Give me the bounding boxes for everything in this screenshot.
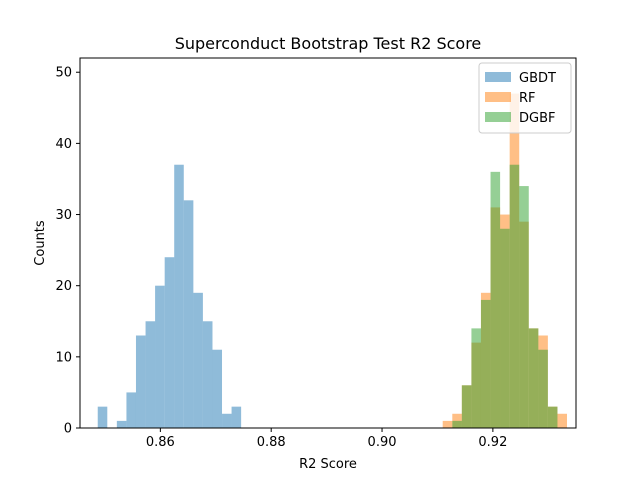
x-tick-label: 0.88	[257, 435, 286, 450]
gbdt-bar	[231, 406, 242, 428]
gbdt-bar	[145, 321, 156, 428]
y-tick-label: 10	[55, 350, 72, 365]
gbdt-bar	[174, 164, 184, 428]
gbdt-bar	[222, 413, 232, 428]
bars-group	[97, 93, 567, 429]
y-tick-label: 0	[64, 422, 72, 437]
gbdt-bar	[183, 200, 194, 428]
dgbf-bar	[547, 406, 558, 428]
x-tick-label: 0.86	[146, 435, 175, 450]
dgbf-bar	[528, 328, 539, 428]
x-axis: 0.86 0.88 0.90 0.92	[146, 428, 507, 450]
x-tick-label: 0.92	[478, 435, 507, 450]
y-tick-label: 30	[55, 208, 72, 223]
series-gbdt	[97, 164, 242, 428]
gbdt-bar	[155, 285, 165, 428]
gbdt-bar	[202, 321, 213, 428]
rf-bar	[557, 413, 567, 428]
series-dgbf	[452, 164, 558, 428]
gbdt-bar	[212, 349, 223, 428]
dgbf-bar	[452, 420, 462, 428]
chart-title: Superconduct Bootstrap Test R2 Score	[175, 34, 482, 53]
legend-swatch-gbdt	[485, 72, 511, 82]
dgbf-bar	[509, 164, 520, 428]
legend-label-gbdt: GBDT	[519, 71, 556, 86]
rf-bar	[442, 420, 453, 428]
y-axis-label: Counts	[33, 220, 48, 266]
plot-frame	[79, 57, 577, 429]
dgbf-bar	[538, 349, 548, 428]
y-tick-label: 20	[55, 279, 72, 294]
dgbf-bar	[519, 186, 529, 428]
legend-label-rf: RF	[519, 91, 536, 106]
dgbf-bar	[500, 228, 510, 428]
legend-swatch-rf	[485, 92, 511, 102]
dgbf-bar	[461, 385, 472, 428]
gbdt-bar	[164, 257, 175, 428]
y-tick-label: 40	[55, 137, 72, 152]
dgbf-bar	[471, 328, 481, 428]
y-tick-label: 50	[55, 66, 72, 81]
gbdt-bar	[97, 406, 108, 428]
dgbf-bar	[480, 299, 491, 428]
gbdt-bar	[193, 292, 203, 428]
y-axis: 0 10 20 30 40 50	[55, 66, 80, 437]
x-tick-label: 0.90	[368, 435, 397, 450]
dgbf-bar	[490, 171, 501, 428]
gbdt-bar	[126, 392, 137, 428]
legend-swatch-dgbf	[485, 112, 511, 122]
legend: GBDT RF DGBF	[478, 62, 572, 134]
x-axis-label: R2 Score	[299, 457, 357, 472]
gbdt-bar	[135, 335, 146, 428]
gbdt-bar	[116, 420, 127, 428]
legend-label-dgbf: DGBF	[519, 111, 555, 126]
